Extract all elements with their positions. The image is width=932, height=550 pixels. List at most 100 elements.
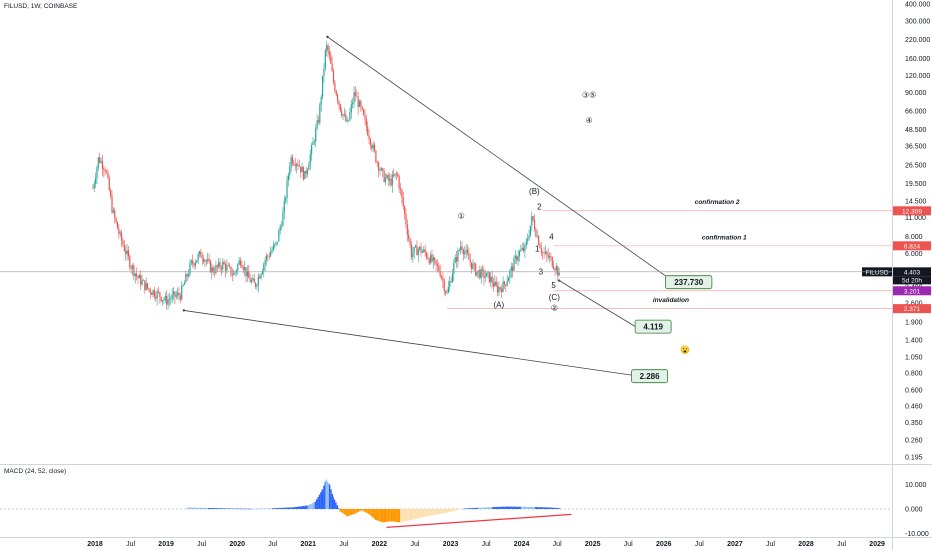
- y-tick-label: 48.500: [905, 127, 927, 134]
- candle-body: [301, 167, 303, 173]
- candle-body: [305, 170, 307, 174]
- y-tick-label: 120.000: [905, 73, 930, 80]
- macd-bar: [249, 508, 252, 510]
- candle-body: [424, 249, 426, 253]
- candle-body: [395, 173, 398, 175]
- y-tick-label: 90.000: [905, 90, 927, 97]
- macd-bar: [252, 508, 254, 510]
- macd-bar: [194, 507, 197, 509]
- macd-bar: [499, 506, 501, 509]
- candle-body: [222, 261, 224, 270]
- y-tick-label: 1.900: [905, 319, 923, 326]
- macd-bar: [207, 508, 209, 509]
- macd-bar: [387, 509, 390, 522]
- macd-bar: [406, 509, 409, 521]
- macd-bar: [400, 509, 402, 523]
- macd-bar: [422, 509, 425, 518]
- macd-bar: [408, 509, 410, 521]
- candle-body: [420, 246, 422, 253]
- macd-bar: [372, 509, 374, 518]
- candle-body: [290, 157, 292, 168]
- x-tick-label: Jul: [695, 541, 704, 548]
- macd-bar: [228, 508, 230, 509]
- price-candles: [92, 41, 560, 310]
- macd-bar: [308, 504, 311, 509]
- macd-bar: [269, 508, 272, 509]
- candle-body: [356, 96, 358, 97]
- y-tick-label: 0.460: [905, 404, 923, 411]
- candle-body: [151, 292, 153, 295]
- candle-body: [551, 257, 553, 267]
- macd-bar: [485, 507, 487, 509]
- price-axis[interactable]: 400.000 300.000 220.000 160.000 120.000 90.00…: [905, 2, 930, 462]
- candle-body: [197, 254, 199, 261]
- candle-body: [484, 276, 486, 278]
- candle-body: [451, 273, 454, 283]
- candle-body: [464, 251, 466, 255]
- candle-body: [535, 229, 537, 237]
- macd-bar: [438, 509, 441, 515]
- candle-body: [120, 232, 123, 241]
- candle-body: [268, 255, 270, 257]
- macd-bar: [512, 506, 514, 509]
- candle-body: [428, 258, 430, 264]
- candle-body: [555, 266, 557, 271]
- macd-bar: [541, 507, 544, 509]
- candle-body: [226, 265, 228, 271]
- macd-bar: [392, 509, 394, 522]
- candle-body: [546, 251, 548, 255]
- target-label: 4.119: [643, 323, 663, 332]
- macd-bar: [346, 509, 349, 517]
- candle-body: [479, 270, 481, 279]
- candle-body: [155, 296, 157, 299]
- candle-body: [383, 170, 385, 183]
- candle-body: [368, 135, 370, 139]
- macd-bar: [375, 509, 377, 521]
- candle-body: [256, 285, 258, 287]
- candle-body: [104, 170, 106, 172]
- candle-body: [312, 141, 314, 145]
- macd-bar: [405, 509, 407, 522]
- macd-bar: [514, 506, 517, 509]
- macd-bar: [500, 506, 503, 509]
- macd-bar: [285, 507, 288, 509]
- macd-bar: [288, 507, 290, 509]
- macd-bar: [414, 509, 417, 520]
- candle-body: [192, 260, 194, 264]
- macd-bar: [556, 508, 558, 509]
- candle-body: [406, 224, 408, 235]
- candle-body: [367, 126, 369, 136]
- macd-bar: [224, 508, 226, 509]
- candle-body: [134, 273, 136, 277]
- x-tick-label: 2019: [158, 541, 174, 548]
- macd-bar: [349, 509, 351, 516]
- candle-body: [361, 106, 363, 110]
- wave-label: ②: [551, 303, 558, 312]
- candle-body: [499, 287, 501, 289]
- candle-body: [101, 161, 104, 169]
- macd-bar: [342, 509, 344, 514]
- surprised-emoji-icon: 😮: [680, 346, 690, 355]
- macd-bar: [449, 509, 451, 512]
- candle-body: [95, 178, 97, 184]
- y-tick-label: 0.600: [905, 388, 923, 395]
- candle-body: [211, 267, 213, 273]
- macd-bar: [441, 509, 443, 514]
- macd-bar: [557, 508, 559, 509]
- candle-body: [373, 144, 376, 151]
- macd-bar: [363, 509, 366, 512]
- candle-body: [233, 273, 235, 276]
- macd-bar: [394, 509, 397, 522]
- candle-body: [352, 102, 354, 105]
- candle-body: [357, 96, 359, 107]
- macd-bar: [456, 509, 458, 511]
- macd-bar: [465, 508, 467, 509]
- candle-body: [492, 283, 495, 287]
- macd-bar: [425, 509, 427, 517]
- macd-bar: [503, 506, 505, 509]
- macd-bar: [476, 507, 478, 509]
- candle-body: [496, 285, 499, 293]
- candle-body: [141, 280, 143, 285]
- macd-bar: [535, 507, 537, 509]
- time-axis[interactable]: 2018 Jul 2019 Jul 2020 Jul 2021 Jul 2022 Jul 2023 J…: [87, 541, 885, 548]
